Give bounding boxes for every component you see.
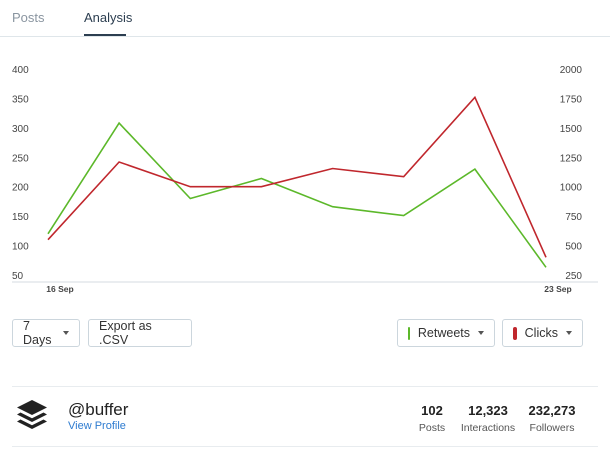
chevron-down-icon bbox=[566, 331, 572, 335]
y-right-tick-label: 500 bbox=[565, 242, 582, 253]
retweets-label: Retweets bbox=[417, 326, 470, 340]
date-range-label: 7 Days bbox=[23, 319, 52, 347]
tab-analysis[interactable]: Analysis bbox=[84, 10, 133, 25]
y-left-tick-label: 200 bbox=[12, 183, 29, 194]
stat-posts: 102 Posts bbox=[412, 403, 452, 434]
x-tick-label: 16 Sep bbox=[46, 284, 73, 294]
y-left-tick-label: 150 bbox=[12, 212, 29, 223]
stat-value: 12,323 bbox=[468, 403, 508, 418]
analytics-line-chart: 400 350 300 250 200 150 100 50 2000 1750 1500 1250 1… bbox=[12, 65, 598, 294]
date-range-dropdown[interactable]: 7 Days bbox=[12, 319, 80, 347]
export-csv-button[interactable]: Export as .CSV bbox=[88, 319, 192, 347]
y-left-tick-label: 50 bbox=[12, 271, 24, 282]
divider bbox=[12, 446, 598, 447]
stat-value: 232,273 bbox=[528, 403, 576, 418]
metric-dropdown-clicks[interactable]: Clicks bbox=[502, 319, 583, 347]
chevron-down-icon bbox=[63, 331, 69, 335]
stat-label: Followers bbox=[529, 422, 575, 434]
y-left-tick-label: 100 bbox=[12, 242, 29, 253]
y-right-tick-label: 250 bbox=[565, 271, 582, 282]
retweets-color-swatch bbox=[408, 326, 410, 340]
stat-value: 102 bbox=[421, 403, 443, 418]
x-tick-label: 23 Sep bbox=[544, 284, 571, 294]
tab-posts[interactable]: Posts bbox=[12, 10, 45, 25]
metric-dropdown-retweets[interactable]: Retweets bbox=[397, 319, 495, 347]
stat-label: Posts bbox=[418, 422, 446, 434]
stat-label: Interactions bbox=[460, 422, 516, 434]
y-right-tick-label: 1500 bbox=[560, 124, 583, 135]
buffer-logo-icon bbox=[17, 400, 47, 429]
y-left-tick-label: 400 bbox=[12, 65, 29, 76]
y-left-tick-label: 250 bbox=[12, 153, 29, 164]
series-line-retweets bbox=[47, 121, 547, 268]
y-left-tick-label: 350 bbox=[12, 94, 29, 105]
series-line-clicks bbox=[47, 95, 547, 258]
y-right-tick-label: 1750 bbox=[560, 94, 583, 105]
stat-interactions: 12,323 Interactions bbox=[458, 403, 518, 434]
y-right-tick-label: 1250 bbox=[560, 153, 583, 164]
y-right-tick-label: 2000 bbox=[560, 65, 583, 76]
clicks-color-swatch bbox=[513, 326, 517, 340]
chevron-down-icon bbox=[478, 331, 484, 335]
active-tab-indicator bbox=[84, 34, 126, 36]
stat-followers: 232,273 Followers bbox=[526, 403, 578, 434]
clicks-label: Clicks bbox=[524, 326, 558, 340]
divider bbox=[12, 386, 598, 387]
tab-bar: Posts Analysis bbox=[0, 0, 610, 37]
y-left-tick-label: 300 bbox=[12, 124, 29, 135]
y-right-tick-label: 1000 bbox=[560, 183, 583, 194]
profile-handle: @buffer bbox=[68, 400, 129, 419]
y-right-tick-label: 750 bbox=[565, 212, 582, 223]
view-profile-link[interactable]: View Profile bbox=[68, 420, 126, 432]
